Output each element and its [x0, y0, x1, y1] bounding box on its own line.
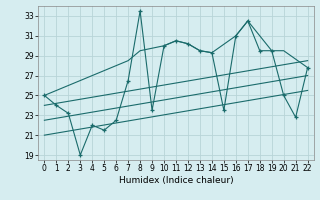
X-axis label: Humidex (Indice chaleur): Humidex (Indice chaleur) [119, 176, 233, 185]
